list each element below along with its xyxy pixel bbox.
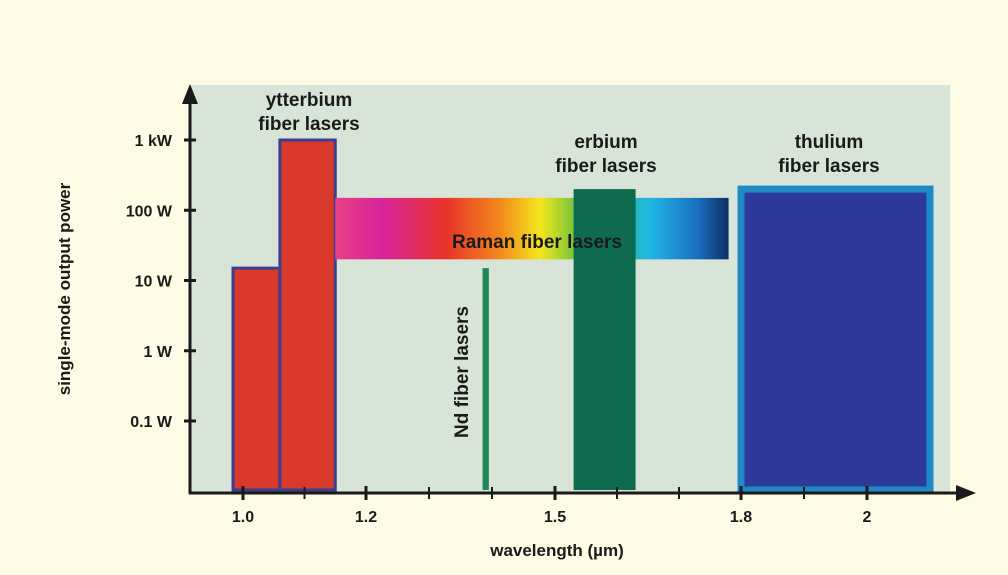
axes <box>182 84 976 501</box>
ytterbium-fiber-lasers-label-line-0: ytterbium <box>266 90 353 111</box>
erbium-fiber-lasers-label-line-1: fiber lasers <box>555 156 656 177</box>
y-axis-arrow <box>182 84 198 104</box>
raman-fiber-lasers-label: Raman fiber lasers <box>452 232 622 253</box>
thulium-fiber-lasers-bar-0 <box>737 185 934 494</box>
y-tick-label-2: 10 W <box>135 274 173 291</box>
y-axis-title: single-mode output power <box>55 182 74 395</box>
erbium-fiber-lasers-label-line-0: erbium <box>574 132 637 153</box>
raman-fiber-lasers-band <box>335 197 729 260</box>
x-tick-label-1: 1.2 <box>355 509 377 526</box>
y-tick-label-1: 1 W <box>144 344 173 361</box>
x-tick-label-4: 2 <box>863 509 872 526</box>
x-tick-label-0: 1.0 <box>232 509 254 526</box>
thulium-fiber-lasers-label-line-0: thulium <box>795 132 864 153</box>
ytterbium-fiber-lasers-label-line-1: fiber lasers <box>258 114 359 135</box>
ytterbium-fiber-lasers-bar-0 <box>231 266 282 492</box>
ytterbium-fiber-lasers-bar-1 <box>278 138 337 492</box>
y-tick-label-4: 1 kW <box>135 133 173 150</box>
x-axis-title: wavelength (µm) <box>489 541 624 560</box>
y-tick-label-3: 100 W <box>126 203 173 220</box>
erbium-fiber-lasers-bar-0 <box>573 189 636 490</box>
y-tick-label-0: 0.1 W <box>130 414 173 431</box>
x-tick-label-3: 1.8 <box>730 509 752 526</box>
nd-fiber-lasers-label: Nd fiber lasers <box>452 306 473 438</box>
nd-fiber-lasers-bar-0 <box>482 268 489 490</box>
thulium-fiber-lasers-label-line-1: fiber lasers <box>778 156 879 177</box>
x-axis-arrow <box>956 485 976 501</box>
x-tick-label-2: 1.5 <box>544 509 566 526</box>
